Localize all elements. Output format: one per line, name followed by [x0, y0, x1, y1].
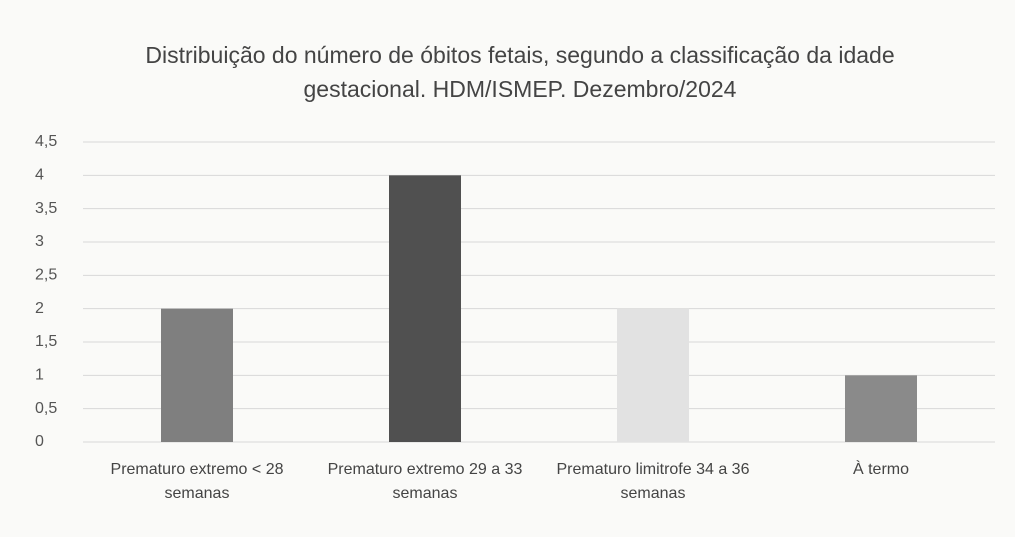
- y-tick-label: 0: [35, 433, 44, 450]
- y-tick-label: 2: [35, 300, 44, 317]
- bar: [161, 308, 233, 442]
- bar: [389, 175, 461, 443]
- y-tick-label: 1: [35, 367, 44, 384]
- y-tick-label: 3,5: [35, 200, 57, 217]
- x-tick-label: À termo: [852, 461, 909, 478]
- bar: [845, 375, 917, 442]
- x-tick-label: Prematuro extremo 29 a 33 semanas: [327, 461, 523, 502]
- y-tick-label: 1,5: [35, 333, 57, 350]
- y-tick-label: 2,5: [35, 267, 57, 284]
- y-tick-label: 4: [35, 167, 44, 184]
- y-tick-label: 4,5: [35, 133, 57, 150]
- bar: [617, 308, 689, 442]
- y-tick-label: 0,5: [35, 400, 57, 417]
- y-tick-label: 3: [35, 233, 44, 250]
- x-tick-label: Prematuro extremo < 28 semanas: [110, 461, 284, 502]
- chart-title: Distribuição do número de óbitos fetais,…: [145, 42, 895, 102]
- x-tick-label: Prematuro limitrofe 34 a 36 semanas: [556, 461, 750, 502]
